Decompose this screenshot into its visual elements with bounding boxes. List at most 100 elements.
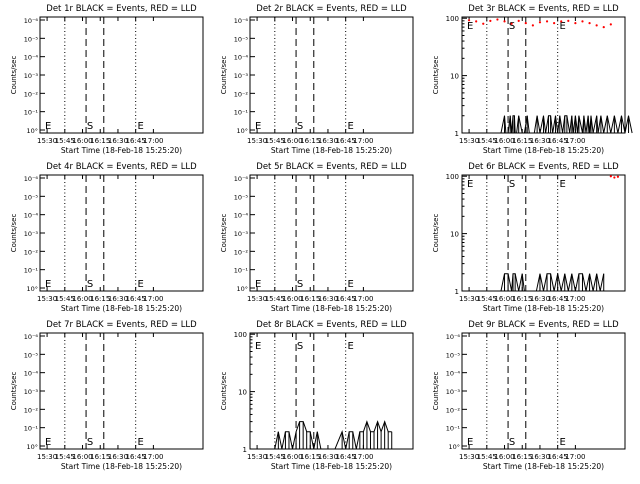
y-tick-label: 10° (26, 127, 38, 135)
time-marker-s: S (297, 341, 303, 352)
time-marker-e: E (255, 121, 261, 132)
x-tick-label: 17:00 (143, 137, 163, 145)
y-tick-label: 10⁻⁵ (24, 193, 39, 201)
x-tick-label: 17:00 (565, 453, 585, 461)
x-tick-label: 16:30 (530, 453, 550, 461)
lld-point (595, 24, 598, 27)
y-tick-label: 10⁻² (234, 248, 249, 256)
y-tick-label: 10⁻⁶ (234, 175, 249, 183)
y-tick-label: 10⁻¹ (24, 425, 39, 433)
y-tick-label: 1 (243, 446, 247, 454)
x-tick-label: 16:15 (90, 453, 110, 461)
x-tick-label: 16:15 (300, 453, 320, 461)
x-tick-label: 16:45 (126, 137, 146, 145)
lld-point (574, 22, 577, 25)
x-tick-label: 15:45 (265, 137, 285, 145)
lld-point (496, 18, 499, 21)
y-tick-label: 10⁻¹ (234, 267, 249, 275)
y-tick-label: 10⁻⁴ (234, 54, 249, 62)
time-marker-s: S (87, 279, 93, 290)
lld-point (581, 20, 584, 23)
x-tick-label: 16:00 (494, 295, 514, 303)
x-tick-label: 17:00 (143, 295, 163, 303)
x-tick-label: 15:30 (459, 453, 479, 461)
time-marker-s: S (509, 21, 515, 32)
x-tick-label: 17:00 (353, 295, 373, 303)
time-marker-e: E (348, 279, 354, 290)
panel-title: Det 7r BLACK = Events, RED = LLD (46, 320, 197, 330)
lld-point (510, 22, 513, 25)
lld-point (482, 22, 485, 25)
y-tick-label: 10° (236, 127, 248, 135)
x-tick-label: 16:00 (72, 453, 92, 461)
time-marker-e: E (467, 179, 473, 190)
y-tick-label: 10⁻⁶ (24, 175, 39, 183)
events-series (274, 420, 392, 450)
y-tick-label: 100 (446, 15, 459, 23)
y-tick-label: 10⁻⁴ (24, 212, 39, 220)
y-tick-label: 10⁻⁶ (24, 333, 39, 341)
x-tick-label: 16:45 (336, 295, 356, 303)
y-tick-label: 10⁻³ (24, 230, 39, 238)
x-tick-label: 16:15 (300, 137, 320, 145)
time-marker-e: E (45, 437, 51, 448)
x-tick-label: 16:00 (494, 137, 514, 145)
y-axis-label: Counts/sec (10, 214, 18, 253)
x-tick-label: 16:15 (512, 453, 532, 461)
x-tick-label: 16:45 (548, 137, 568, 145)
y-axis-label: Counts/sec (432, 372, 440, 411)
y-tick-label: 100 (446, 173, 459, 181)
y-tick-label: 10 (238, 389, 247, 397)
y-tick-label: 10⁻⁵ (234, 193, 249, 201)
y-tick-label: 10⁻⁵ (446, 351, 461, 359)
time-marker-e: E (138, 121, 144, 132)
y-tick-label: 10° (448, 443, 460, 451)
x-tick-label: 15:45 (477, 453, 497, 461)
panel-det-8: Det 8r BLACK = Events, RED = LLD 15:3015:… (220, 320, 414, 471)
y-tick-label: 10⁻⁶ (24, 17, 39, 25)
y-tick-label: 10⁻³ (234, 230, 249, 238)
time-marker-e: E (255, 279, 261, 290)
lld-point (588, 22, 591, 25)
x-tick-label: 15:45 (55, 453, 75, 461)
x-tick-label: 16:00 (282, 295, 302, 303)
events-series (500, 273, 605, 292)
y-tick-label: 10⁻¹ (24, 267, 39, 275)
x-tick-label: 16:15 (512, 137, 532, 145)
x-tick-label: 15:45 (55, 137, 75, 145)
y-tick-label: 10° (26, 443, 38, 451)
x-tick-label: 16:30 (108, 295, 128, 303)
y-tick-label: 10⁻⁴ (24, 370, 39, 378)
time-marker-e: E (348, 121, 354, 132)
time-marker-e: E (467, 437, 473, 448)
lld-point (538, 21, 542, 24)
panel-det-5: Det 5r BLACK = Events, RED = LLD 15:3015:… (220, 162, 414, 313)
time-marker-e: E (348, 341, 354, 352)
time-marker-e: E (45, 121, 51, 132)
y-tick-label: 10⁻⁴ (234, 212, 249, 220)
lld-point (524, 22, 527, 25)
x-tick-label: 15:45 (477, 137, 497, 145)
time-marker-e: E (138, 279, 144, 290)
y-axis-label: Counts/sec (10, 372, 18, 411)
time-marker-s: S (87, 437, 93, 448)
x-tick-label: 15:45 (265, 453, 285, 461)
time-marker-s: S (297, 121, 303, 132)
y-axis-label: Counts/sec (220, 372, 228, 411)
y-tick-label: 10⁻³ (234, 72, 249, 80)
time-marker-s: S (509, 179, 515, 190)
y-axis-label: Counts/sec (432, 56, 440, 95)
x-axis-label: Start Time (18-Feb-18 15:25:20) (271, 304, 392, 313)
time-marker-s: S (509, 437, 515, 448)
panel-title: Det 2r BLACK = Events, RED = LLD (256, 4, 407, 14)
x-tick-label: 16:00 (494, 453, 514, 461)
y-tick-label: 1 (455, 130, 459, 138)
lld-point (531, 24, 534, 27)
x-tick-label: 15:30 (247, 137, 267, 145)
y-axis-label: Counts/sec (432, 214, 440, 253)
lld-point (503, 20, 506, 23)
x-axis-label: Start Time (18-Feb-18 15:25:20) (271, 146, 392, 155)
lld-point (560, 20, 563, 23)
